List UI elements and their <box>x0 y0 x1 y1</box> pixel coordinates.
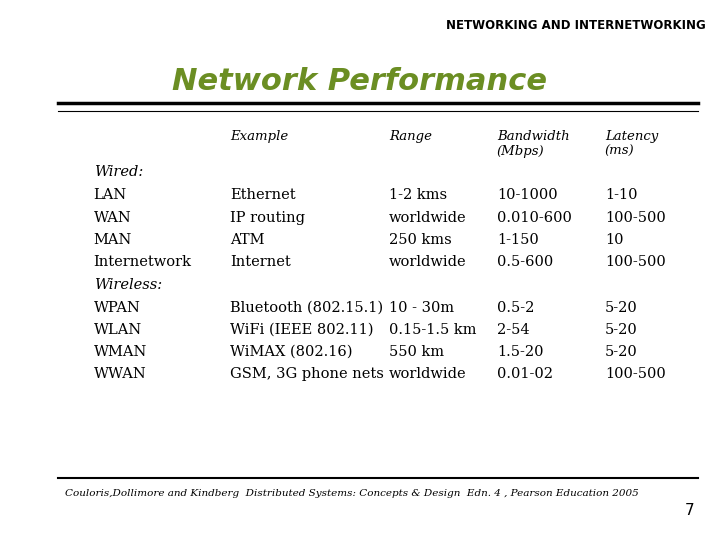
Text: 5-20: 5-20 <box>605 323 637 337</box>
Text: 0.5-2: 0.5-2 <box>497 301 534 315</box>
Text: 5-20: 5-20 <box>605 301 637 315</box>
Text: 10-1000: 10-1000 <box>497 188 557 202</box>
Text: worldwide: worldwide <box>389 211 467 225</box>
Text: Range: Range <box>389 130 432 143</box>
Text: Bluetooth (802.15.1): Bluetooth (802.15.1) <box>230 301 384 315</box>
Text: WiMAX (802.16): WiMAX (802.16) <box>230 345 353 359</box>
Text: Bandwidth
(Mbps): Bandwidth (Mbps) <box>497 130 570 158</box>
Text: 100-500: 100-500 <box>605 367 665 381</box>
Text: Network Performance: Network Performance <box>173 68 547 97</box>
Text: 1.5-20: 1.5-20 <box>497 345 544 359</box>
Text: 100-500: 100-500 <box>605 211 665 225</box>
Text: 250 kms: 250 kms <box>389 233 451 247</box>
Text: Wireless:: Wireless: <box>94 278 162 292</box>
Text: 7: 7 <box>685 503 695 518</box>
Text: Internet: Internet <box>230 255 291 269</box>
Text: 550 km: 550 km <box>389 345 444 359</box>
Text: 1-10: 1-10 <box>605 188 637 202</box>
Text: 2-54: 2-54 <box>497 323 529 337</box>
Text: 10: 10 <box>605 233 624 247</box>
Text: 0.01-02: 0.01-02 <box>497 367 553 381</box>
Text: WPAN: WPAN <box>94 301 140 315</box>
Text: 5-20: 5-20 <box>605 345 637 359</box>
Text: 10 - 30m: 10 - 30m <box>389 301 454 315</box>
Text: LAN: LAN <box>94 188 127 202</box>
Text: ATM: ATM <box>230 233 265 247</box>
Text: Example: Example <box>230 130 289 143</box>
Text: 0.5-600: 0.5-600 <box>497 255 553 269</box>
Text: NETWORKING AND INTERNETWORKING: NETWORKING AND INTERNETWORKING <box>446 19 706 32</box>
Text: WLAN: WLAN <box>94 323 142 337</box>
Text: 1-150: 1-150 <box>497 233 539 247</box>
Text: worldwide: worldwide <box>389 255 467 269</box>
Text: Internetwork: Internetwork <box>94 255 192 269</box>
Text: Ethernet: Ethernet <box>230 188 296 202</box>
Text: 1-2 kms: 1-2 kms <box>389 188 447 202</box>
Text: WAN: WAN <box>94 211 131 225</box>
Text: Wired:: Wired: <box>94 165 143 179</box>
Text: WiFi (IEEE 802.11): WiFi (IEEE 802.11) <box>230 323 374 337</box>
Text: worldwide: worldwide <box>389 367 467 381</box>
Text: Latency
(ms): Latency (ms) <box>605 130 658 158</box>
Text: 100-500: 100-500 <box>605 255 665 269</box>
Text: 0.010-600: 0.010-600 <box>497 211 572 225</box>
Text: IP routing: IP routing <box>230 211 305 225</box>
Text: MAN: MAN <box>94 233 132 247</box>
Text: WWAN: WWAN <box>94 367 146 381</box>
Text: GSM, 3G phone nets: GSM, 3G phone nets <box>230 367 384 381</box>
Text: 0.15-1.5 km: 0.15-1.5 km <box>389 323 477 337</box>
Text: Couloris,Dollimore and Kindberg  Distributed Systems: Concepts & Design  Edn. 4 : Couloris,Dollimore and Kindberg Distribu… <box>65 489 639 498</box>
Text: WMAN: WMAN <box>94 345 147 359</box>
